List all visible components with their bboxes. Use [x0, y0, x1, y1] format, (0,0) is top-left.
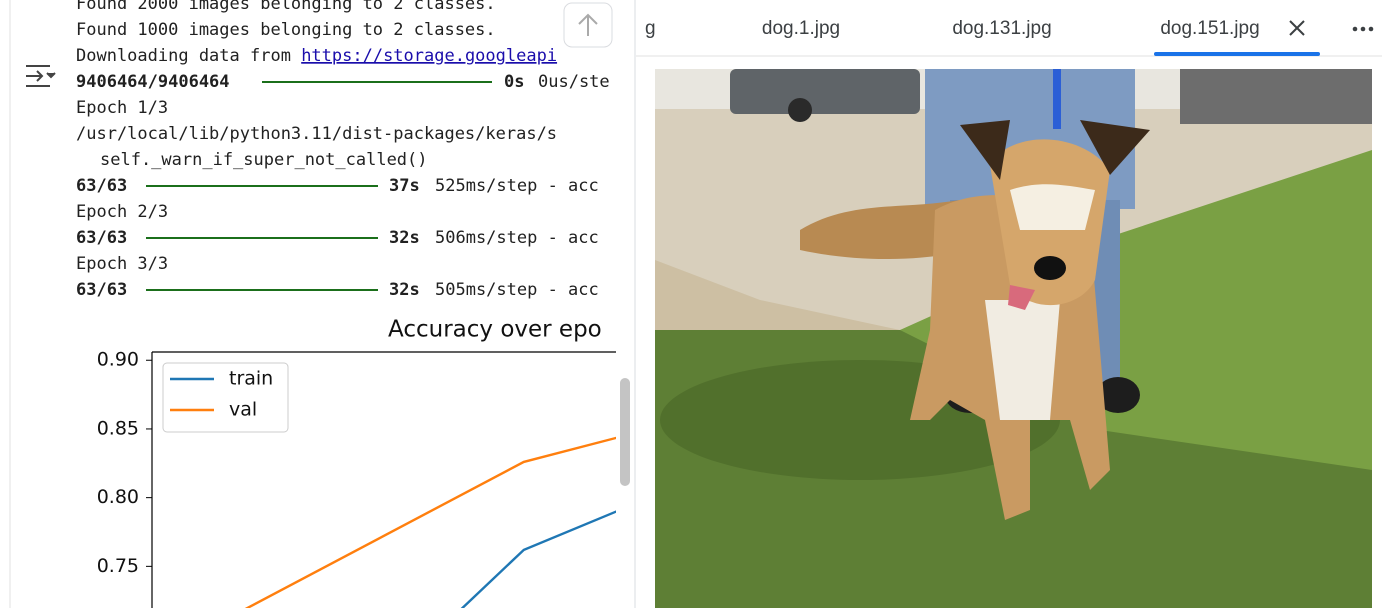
more-menu[interactable] [1352, 26, 1374, 32]
progress-rate: 525ms/step - acc [435, 176, 599, 196]
notebook-panel [0, 0, 635, 608]
log-text: Downloading data from [76, 46, 291, 66]
progress-time: 0s [504, 72, 524, 92]
tab[interactable]: g [645, 18, 656, 39]
plot-title: Accuracy over epo [388, 317, 602, 343]
warning-line: /usr/local/lib/python3.11/dist-packages/… [76, 124, 557, 144]
log-line: Found 1000 images belonging to 2 classes… [76, 20, 496, 40]
progress-rate: 0us/ste [538, 72, 610, 92]
active-tab-indicator [1154, 52, 1320, 56]
tab-active[interactable]: dog.151.jpg [1160, 18, 1259, 39]
progress-time: 37s [389, 176, 420, 196]
legend-label: val [229, 399, 257, 421]
progress-count: 63/63 [76, 176, 127, 196]
legend-box [162, 362, 289, 433]
series-line [244, 436, 616, 608]
epoch-label: Epoch 1/3 [76, 98, 168, 118]
cell-output: Found 2000 images belonging to 2 classes… [76, 0, 616, 608]
close-tab[interactable] [1289, 20, 1305, 36]
y-tick-label: 0.85 [97, 417, 139, 439]
epoch-label: Epoch 2/3 [76, 202, 168, 222]
image-preview [655, 69, 1372, 608]
plot: 0.90 0.85 0.80 0.75 train val [97, 349, 616, 608]
legend-label: train [229, 368, 273, 390]
progress-time: 32s [389, 228, 420, 248]
progress-count: 63/63 [76, 228, 127, 248]
log-line: Downloading data from https://storage.go… [76, 46, 557, 66]
progress-time: 32s [389, 280, 420, 300]
y-tick-label: 0.80 [97, 486, 139, 508]
progress-count: 9406464/9406464 [76, 72, 230, 92]
progress-rate: 505ms/step - acc [435, 280, 599, 300]
download-link[interactable]: https://storage.googleapi [301, 46, 557, 66]
scrollbar[interactable] [620, 378, 630, 486]
tab[interactable]: dog.1.jpg [762, 18, 840, 39]
progress-rate: 506ms/step - acc [435, 228, 599, 248]
output-toggle[interactable] [26, 65, 56, 87]
tab[interactable]: dog.131.jpg [952, 18, 1051, 39]
y-tick-label: 0.75 [97, 555, 139, 577]
progress-count: 63/63 [76, 280, 127, 300]
log-line: Found 2000 images belonging to 2 classes… [76, 0, 496, 14]
warning-line: self._warn_if_super_not_called() [100, 150, 428, 170]
y-tick-label: 0.90 [97, 349, 139, 371]
scroll-top-button[interactable] [563, 2, 613, 48]
epoch-label: Epoch 3/3 [76, 254, 168, 274]
series-line [460, 510, 616, 608]
